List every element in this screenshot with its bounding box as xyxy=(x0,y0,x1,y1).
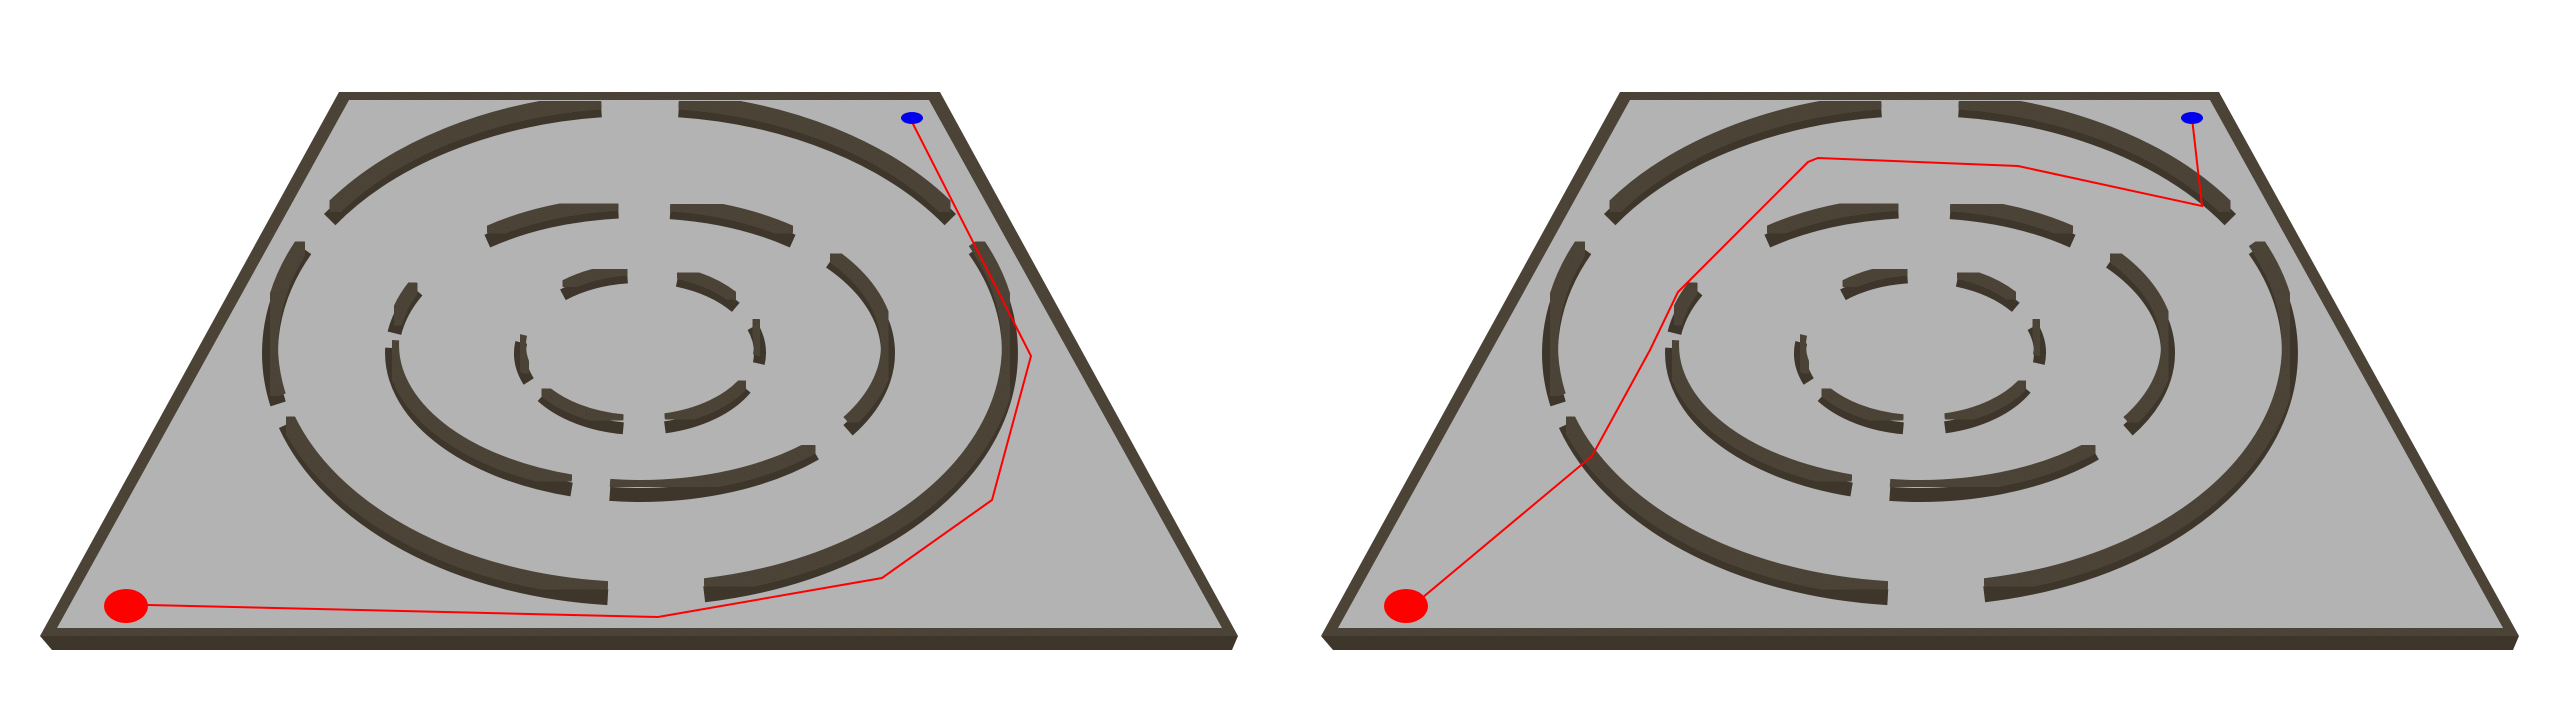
maze-wall xyxy=(387,278,423,328)
solution-path xyxy=(1421,117,2204,599)
maze-wall xyxy=(664,376,751,426)
maze-board-left xyxy=(40,92,1238,650)
maze-wall-side xyxy=(1840,271,1908,301)
maze-wall xyxy=(1558,413,1889,598)
maze-wall xyxy=(537,384,624,427)
board-floor xyxy=(40,92,1238,650)
maze-wall xyxy=(1955,266,2020,304)
maze-wall-side xyxy=(1949,205,2076,248)
maze-walls xyxy=(1542,93,2298,606)
maze-wall xyxy=(669,197,796,240)
goal-marker xyxy=(2181,112,2203,124)
goal-marker xyxy=(901,112,923,124)
maze-wall-side xyxy=(537,392,624,435)
solution-path xyxy=(104,117,1033,619)
maze-wall xyxy=(609,439,819,494)
maze-wall-side xyxy=(675,274,740,312)
maze-wall xyxy=(1764,196,1899,240)
maze-wall xyxy=(2027,316,2046,357)
maze-wall xyxy=(2106,247,2175,428)
maze-wall xyxy=(747,316,766,357)
maze-wall-side xyxy=(609,447,819,502)
board-floor xyxy=(1321,92,2519,650)
maze-wall xyxy=(678,93,957,218)
maze-wall xyxy=(484,196,619,240)
maze-wall xyxy=(560,263,628,293)
maze-wall xyxy=(1944,376,2031,426)
maze-wall xyxy=(1603,93,1882,218)
maze-wall xyxy=(1667,278,1703,328)
maze-wall xyxy=(278,413,609,598)
maze-wall xyxy=(1983,236,2298,595)
maze-wall-side xyxy=(1889,447,2099,502)
maze-wall xyxy=(323,93,602,218)
maze-wall xyxy=(1958,93,2237,218)
maze-wall xyxy=(675,266,740,304)
start-marker xyxy=(104,589,148,623)
maze-wall-side xyxy=(560,271,628,301)
maze-wall xyxy=(1794,333,1814,377)
maze-wall-side xyxy=(484,204,619,248)
maze-wall xyxy=(385,339,573,489)
maze-wall xyxy=(1949,197,2076,240)
maze-board-right xyxy=(1321,92,2519,650)
maze-wall-side xyxy=(1955,274,2020,312)
maze-wall-side xyxy=(1764,204,1899,248)
maze-wall xyxy=(826,247,895,428)
start-marker xyxy=(1384,589,1428,623)
maze-wall xyxy=(1542,236,1592,399)
maze-wall-side xyxy=(669,205,796,248)
maze-wall xyxy=(1665,339,1853,489)
maze-wall xyxy=(1840,263,1908,293)
maze-wall xyxy=(1817,384,1904,427)
maze-walls xyxy=(262,93,1018,606)
maze-wall-side xyxy=(1817,392,1904,435)
maze-wall xyxy=(514,333,534,377)
maze-wall xyxy=(1889,439,2099,494)
maze-wall xyxy=(262,236,312,399)
